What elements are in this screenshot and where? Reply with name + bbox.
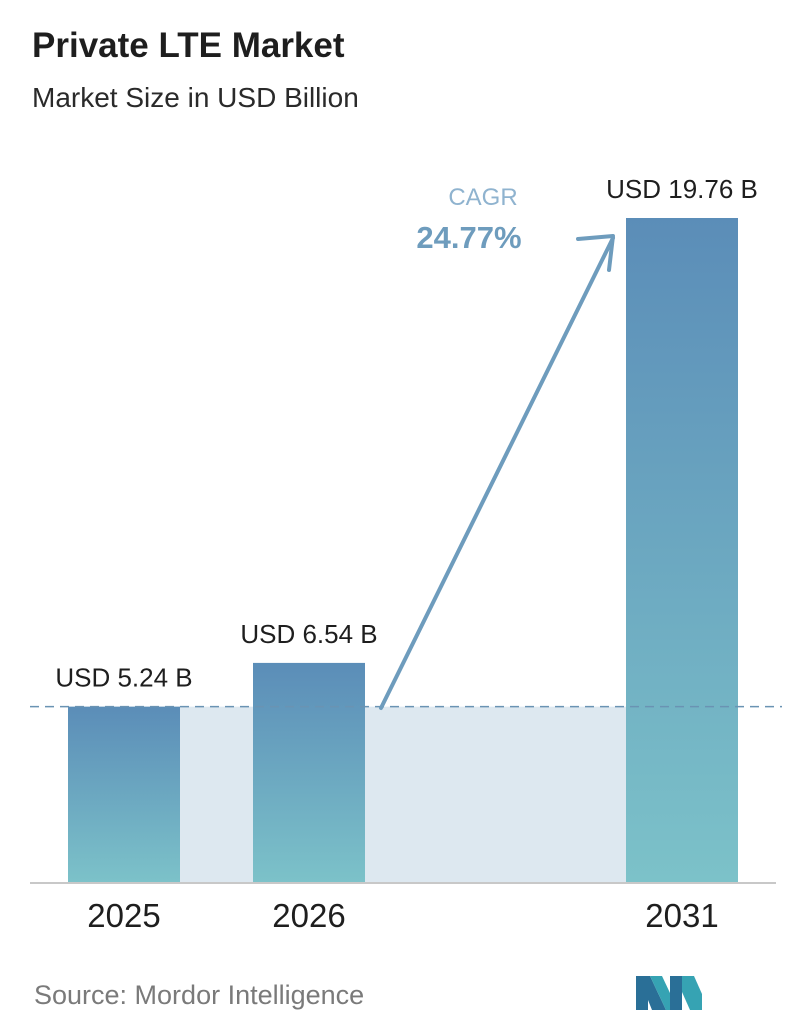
source-note: Source: Mordor Intelligence xyxy=(34,980,365,1010)
cagr-arrow-head-icon xyxy=(576,234,615,272)
x-tick-label-2026: 2026 xyxy=(272,897,345,934)
x-tick-label-2031: 2031 xyxy=(645,897,718,934)
chart-subtitle: Market Size in USD Billion xyxy=(32,82,359,113)
value-label-2025: USD 5.24 B xyxy=(55,663,192,693)
mordor-intelligence-logo-icon xyxy=(636,976,702,1010)
cagr-value: 24.77% xyxy=(416,220,521,255)
cagr-arrow-line xyxy=(379,236,615,710)
bar-2031 xyxy=(626,218,738,883)
value-label-2031: USD 19.76 B xyxy=(606,174,758,204)
x-tick-label-2025: 2025 xyxy=(87,897,160,934)
chart-title: Private LTE Market xyxy=(32,26,345,65)
bar-2025 xyxy=(68,706,180,883)
bar-2026 xyxy=(253,662,365,883)
value-label-2026: USD 6.54 B xyxy=(240,619,377,649)
cagr-label: CAGR xyxy=(448,184,517,211)
